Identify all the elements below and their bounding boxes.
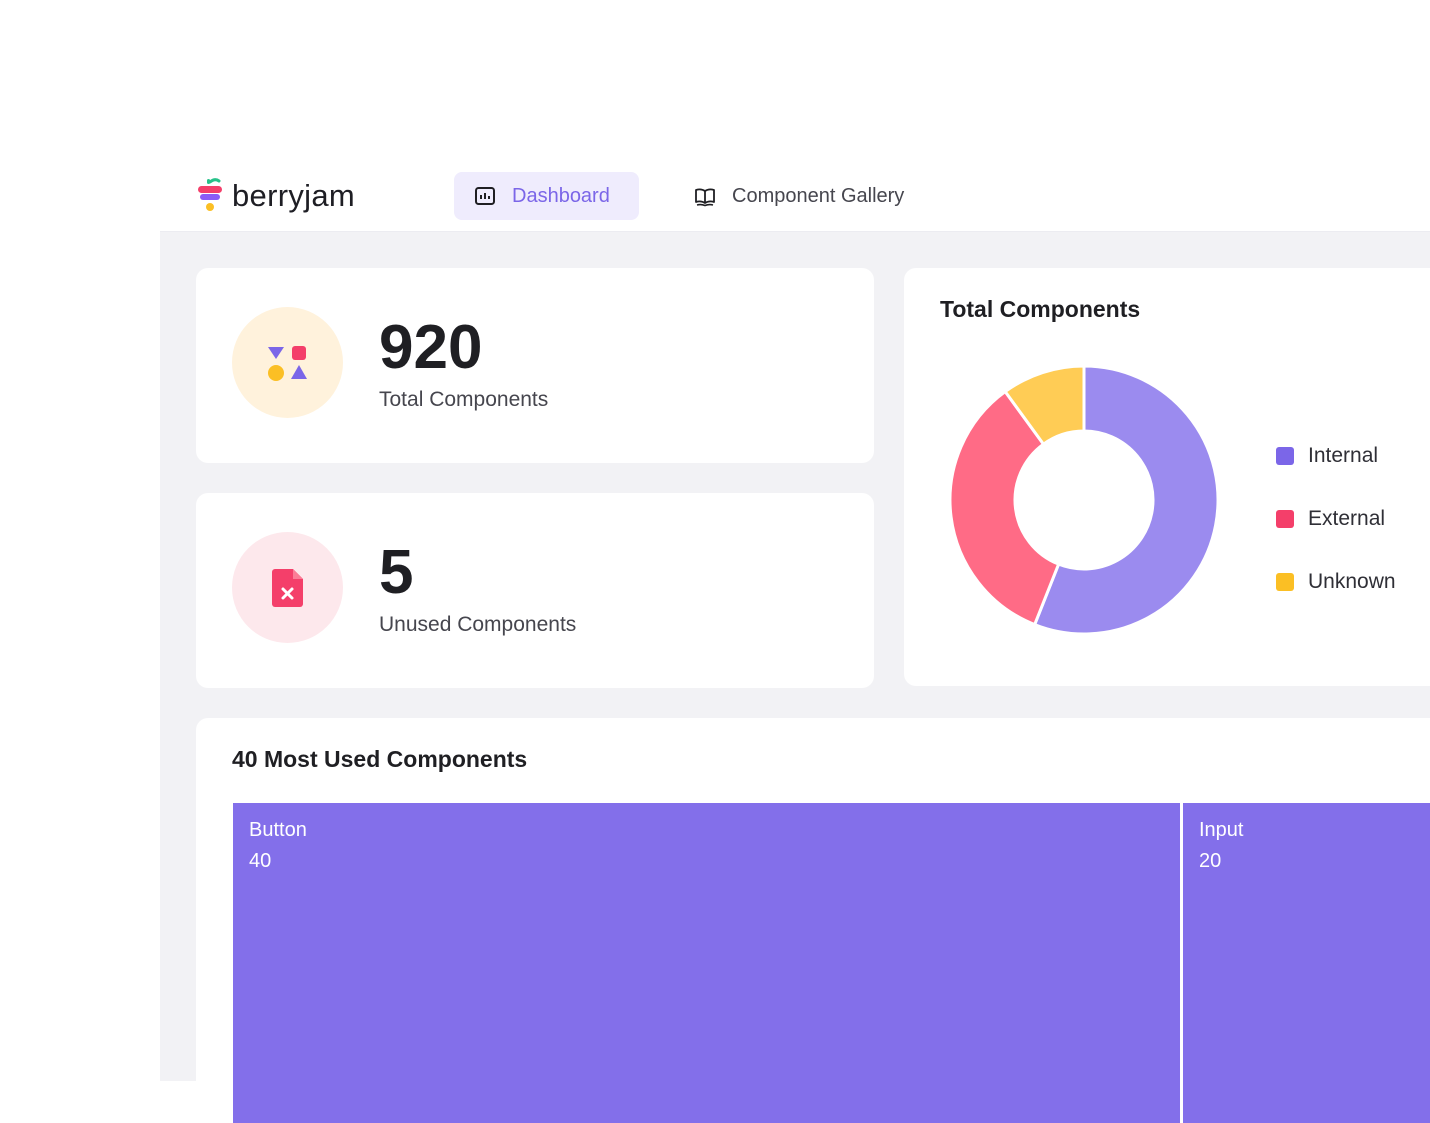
donut-chart-title: Total Components	[940, 296, 1141, 322]
tab-component-gallery-label: Component Gallery	[732, 184, 905, 207]
legend-label-external: External	[1308, 506, 1386, 530]
unused-components-label: Unused Components	[379, 613, 577, 636]
treemap-tile-input[interactable]: Input 20	[1183, 803, 1430, 1123]
brand-logo[interactable]: berryjam	[196, 178, 355, 214]
most-used-components-card: 40 Most Used Components Button 40 Input …	[196, 718, 1430, 1123]
treemap-tile-button[interactable]: Button 40	[233, 803, 1180, 1123]
total-components-value: 920	[379, 313, 483, 382]
top-header: berryjam Dashboard Compon	[160, 150, 1430, 232]
tile-name: Button	[249, 819, 307, 841]
tab-dashboard[interactable]: Dashboard	[454, 172, 639, 220]
shapes-icon	[232, 307, 343, 418]
legend-item-external[interactable]: External	[1276, 487, 1396, 550]
legend-item-internal[interactable]: Internal	[1276, 424, 1396, 487]
dashboard-content: 920 Total Components 5 Unused Components…	[160, 232, 1430, 1123]
legend-swatch-unknown	[1276, 572, 1294, 591]
total-components-card: 920 Total Components	[196, 268, 874, 463]
donut-slice-unknown[interactable]	[1003, 366, 1086, 447]
unused-components-value: 5	[379, 538, 414, 607]
chart-legend: Internal External Unknown	[1276, 424, 1396, 613]
chart-icon	[474, 185, 496, 207]
donut-chart	[948, 366, 1220, 636]
donut-slice-external[interactable]	[948, 389, 1061, 627]
total-components-label: Total Components	[379, 388, 549, 411]
legend-item-unknown[interactable]: Unknown	[1276, 550, 1396, 613]
tile-value: 20	[1199, 850, 1222, 872]
file-x-icon	[232, 532, 343, 643]
treemap-chart: Button 40 Input 20	[233, 803, 1430, 1123]
book-icon	[694, 185, 716, 207]
brand-name: berryjam	[232, 178, 355, 213]
legend-label-internal: Internal	[1308, 443, 1379, 467]
tab-component-gallery[interactable]: Component Gallery	[674, 172, 924, 220]
treemap-title: 40 Most Used Components	[232, 746, 528, 772]
donut-slice-internal[interactable]	[1032, 366, 1220, 636]
tile-value: 40	[249, 850, 272, 872]
tile-name: Input	[1199, 819, 1244, 841]
legend-swatch-internal	[1276, 446, 1294, 465]
total-components-chart-card: Total Components Internal External Unkno…	[904, 268, 1430, 686]
legend-swatch-external	[1276, 509, 1294, 528]
legend-label-unknown: Unknown	[1308, 569, 1396, 593]
tab-dashboard-label: Dashboard	[512, 184, 610, 207]
app-window: berryjam Dashboard Compon	[160, 150, 1430, 1123]
unused-components-card: 5 Unused Components	[196, 493, 874, 688]
berry-logo-icon	[198, 178, 222, 211]
